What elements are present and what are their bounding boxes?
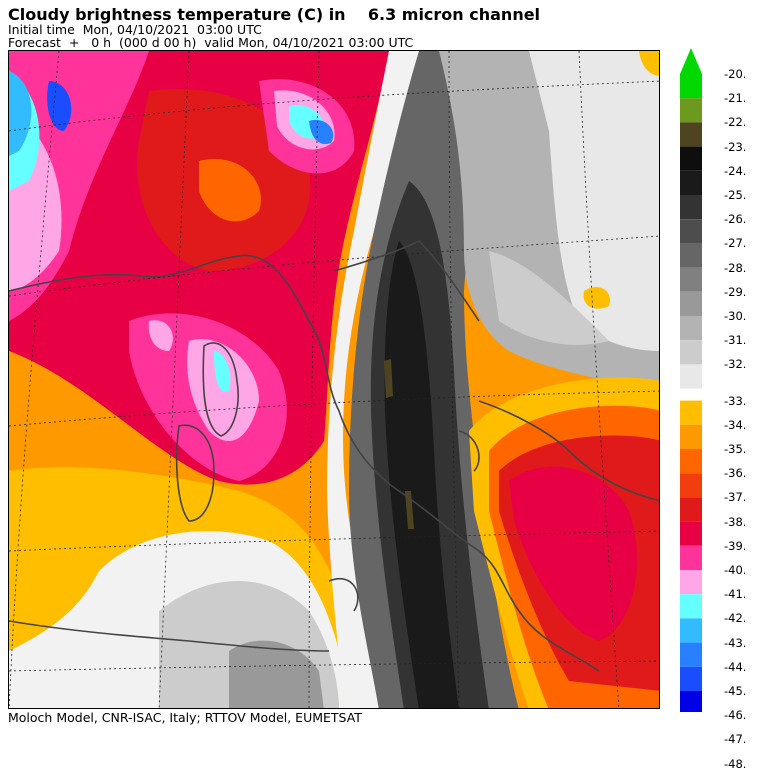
legend-swatch-upper-6 [680,219,702,244]
legend-label-lower-0: -33. [724,393,747,408]
legend-label-lower-3: -36. [724,466,747,481]
legend-swatch-upper-5 [680,195,702,220]
legend-swatch-lower-12 [680,691,702,716]
coastlines [9,240,659,672]
legend-label-lower-11: -44. [724,659,747,674]
legend-swatch-upper-7 [680,243,702,268]
field-white-edge [327,51,439,708]
legend-label-upper-7: -27. [724,236,747,251]
legend-swatch-upper-2 [680,122,702,147]
credit-line: Moloch Model, CNR-ISAC, Italy; RTTOV Mod… [8,710,362,725]
forecast-valid-time: Forecast + 0 h (000 d 00 h) valid Mon, 0… [8,35,414,50]
legend-label-lower-4: -37. [724,490,747,505]
legend-swatch-lower-7 [680,570,702,595]
brightness-temperature-map [8,50,660,709]
color-legend [680,48,702,771]
legend-swatch-upper-3 [680,146,702,171]
legend-swatch-upper-11 [680,340,702,365]
legend-swatch-upper-8 [680,267,702,292]
legend-swatch-lower-1 [680,424,702,449]
legend-swatch-lower-5 [680,521,702,546]
legend-label-lower-10: -43. [724,635,747,650]
legend-label-lower-13: -46. [724,708,747,723]
legend-label-lower-6: -39. [724,538,747,553]
legend-label-upper-8: -28. [724,260,747,275]
legend-swatch-upper-4 [680,170,702,195]
legend-swatch-upper-12 [680,364,702,389]
initial-time: Initial time Mon, 04/10/2021 03:00 UTC [8,22,262,37]
legend-swatch-lower-0 [680,400,702,425]
legend-swatch-lower-3 [680,473,702,498]
legend-label-lower-7: -40. [724,563,747,577]
legend-swatch-lower-10 [680,642,702,667]
legend-label-upper-1: -21. [724,91,747,106]
legend-swatch-lower-8 [680,594,702,619]
legend-label-upper-3: -23. [724,139,747,154]
legend-label-upper-12: -32. [724,357,747,372]
legend-swatch-upper-9 [680,291,702,316]
legend-label-lower-14: -47. [724,732,747,747]
legend-swatch-lower-11 [680,666,702,691]
legend-swatch-upper-0 [680,74,702,99]
legend-label-lower-12: -45. [724,684,747,698]
legend-label-upper-4: -24. [724,163,747,178]
legend-label-lower-2: -35. [724,442,747,456]
legend-swatch-lower-9 [680,618,702,643]
legend-label-lower-1: -34. [724,417,747,432]
legend-label-upper-9: -29. [724,284,747,299]
legend-label-upper-11: -31. [724,333,747,348]
legend-label-upper-5: -25. [724,188,747,202]
legend-swatch-lower-4 [680,497,702,522]
legend-swatch-upper-1 [680,98,702,123]
legend-label-upper-2: -22. [724,115,747,130]
legend-label-lower-8: -41. [724,587,747,602]
graticule [9,51,659,708]
legend-label-upper-6: -26. [724,212,747,227]
legend-label-lower-15: -48. [724,756,747,771]
legend-swatch-lower-2 [680,449,702,474]
legend-arrow-top [680,48,702,74]
legend-swatch-lower-6 [680,545,702,570]
legend-label-upper-10: -30. [724,309,747,323]
chart-title: Cloudy brightness temperature (C) in 6.3… [8,5,541,24]
legend-label-lower-5: -38. [724,514,747,529]
legend-label-upper-0: -20. [724,67,747,81]
legend-swatch-upper-10 [680,316,702,341]
legend-label-lower-9: -42. [724,611,747,626]
